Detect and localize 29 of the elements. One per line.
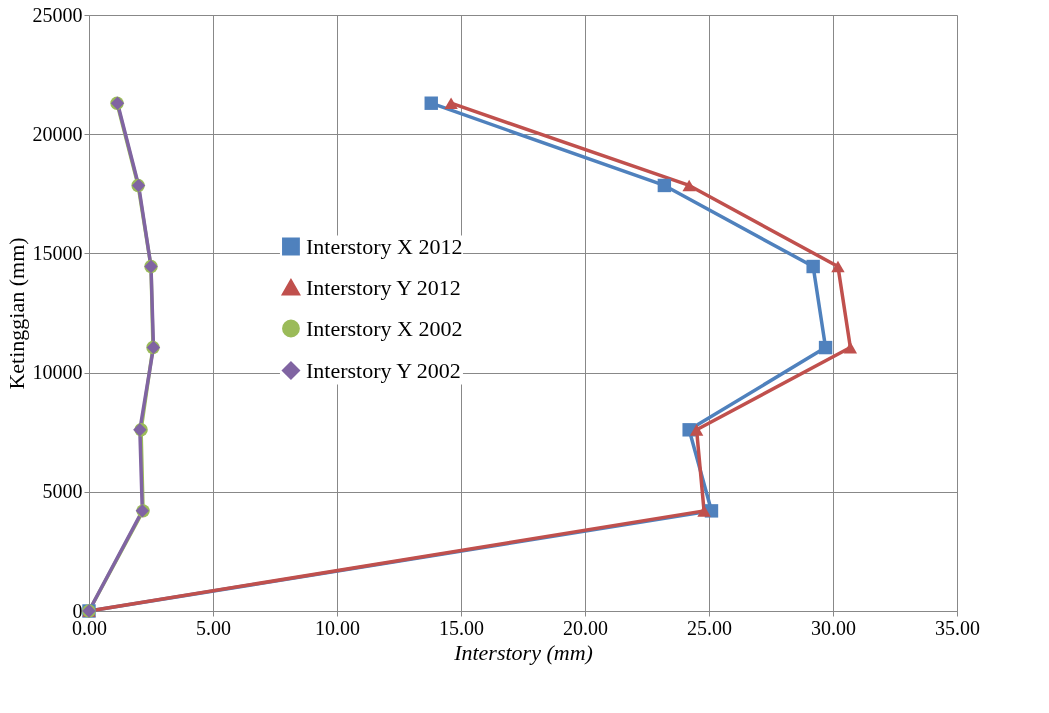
point: [818, 340, 833, 355]
y-tick-label: 0: [72, 599, 83, 622]
legend-label: Interstory X 2002: [305, 315, 463, 341]
point: [657, 178, 672, 193]
x-axis-title: Interstory (mm): [453, 639, 593, 665]
legend-label: Interstory Y 2002: [305, 357, 461, 383]
legend-label: Interstory X 2012: [305, 233, 463, 259]
y-tick-label: 20000: [32, 122, 83, 145]
x-tick-label: 15.00: [439, 616, 484, 639]
point: [689, 424, 704, 436]
point: [682, 179, 696, 192]
y-axis-title: Ketinggian (mm): [3, 237, 29, 390]
point: [424, 96, 438, 110]
point: [831, 260, 845, 273]
point: [806, 259, 820, 274]
y-tick-label: 25000: [32, 3, 83, 26]
y-tick-label: 15000: [32, 241, 83, 264]
point: [843, 341, 858, 354]
y-tick-label: 10000: [32, 361, 83, 384]
x-tick-label: 30.00: [811, 616, 856, 639]
x-tick-label: 25.00: [687, 616, 732, 639]
x-tick-label: 10.00: [315, 616, 360, 639]
y-tick-label: 5000: [42, 480, 83, 503]
legend-label: Interstory Y 2012: [305, 274, 461, 300]
x-tick-label: 35.00: [935, 616, 980, 639]
point: [697, 505, 711, 517]
x-tick-label: 5.00: [196, 616, 231, 639]
point: [444, 97, 458, 110]
x-tick-label: 20.00: [563, 616, 608, 639]
